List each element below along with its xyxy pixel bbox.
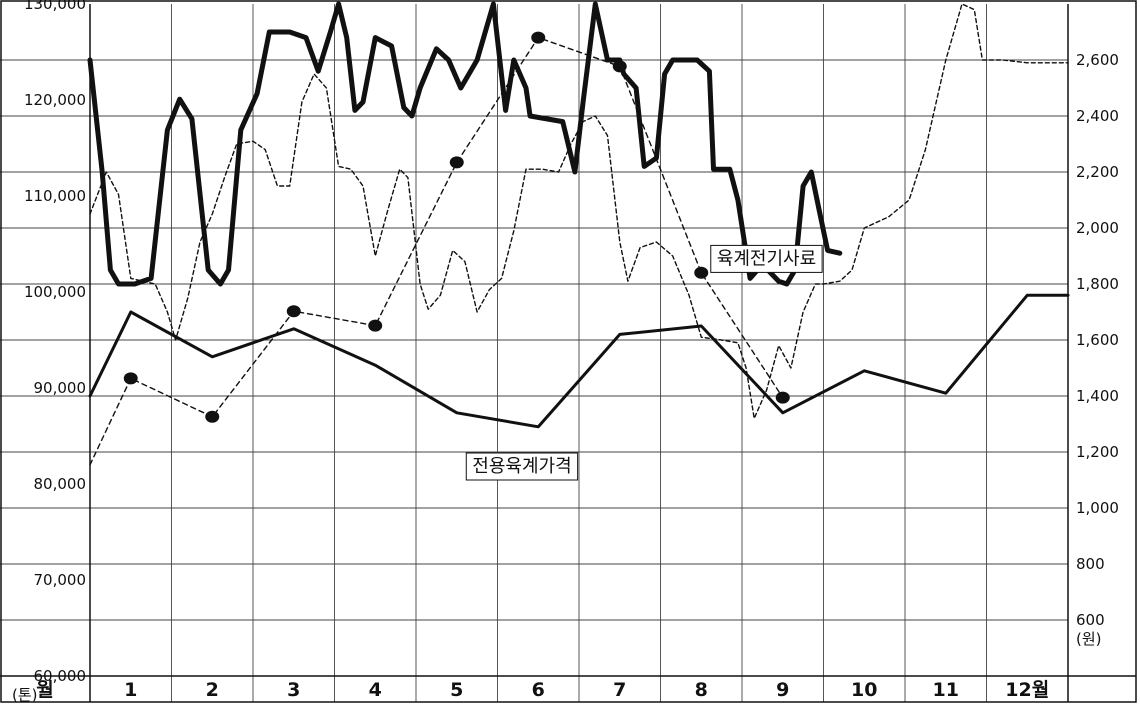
data-point-marker — [368, 319, 383, 332]
right-axis-tick-label: 1,400 — [1076, 387, 1119, 405]
right-axis-tick-label: 800 — [1076, 555, 1105, 573]
annotation-text: 육계전기사료 — [717, 248, 816, 269]
month-tick-label: 12월 — [1005, 679, 1049, 701]
series-line-2 — [87, 1, 843, 287]
series-line-3 — [89, 3, 1069, 420]
month-tick-label: 4 — [369, 679, 382, 701]
right-axis-tick-label: 2,400 — [1076, 107, 1119, 125]
left-axis-tick-label: 70,000 — [34, 571, 87, 589]
grid-lines — [0, 4, 1068, 702]
month-tick-label: 7 — [613, 679, 626, 701]
series-line-전용육계가격 — [88, 293, 1070, 429]
right-axis-tick-label: 2,600 — [1076, 51, 1119, 69]
right-axis-tick-label: 1,000 — [1076, 499, 1119, 517]
left-axis-tick-label: 120,000 — [24, 91, 86, 109]
left-axis-tick-label: 80,000 — [34, 475, 87, 493]
data-point-marker — [286, 305, 301, 318]
left-axis-tick-label: 110,000 — [24, 187, 86, 205]
x-axis-label: 월 — [36, 679, 53, 701]
right-axis-tick-label: 1,800 — [1076, 275, 1119, 293]
right-axis-tick-label: 1,200 — [1076, 443, 1119, 461]
month-tick-label: 6 — [532, 679, 545, 701]
month-tick-label: 11 — [933, 679, 959, 701]
annotation-box — [465, 452, 579, 481]
data-point-marker — [123, 372, 138, 385]
month-tick-label: 10 — [851, 679, 877, 701]
series-layer — [87, 1, 1070, 466]
left-axis-tick-label: 90,000 — [34, 379, 87, 397]
left-axis-tick-label: 100,000 — [24, 283, 86, 301]
month-tick-label: 3 — [287, 679, 300, 701]
right-axis-unit: (원) — [1076, 630, 1102, 648]
data-point-marker — [694, 266, 709, 279]
data-point-marker — [531, 31, 546, 44]
data-point-marker — [775, 391, 790, 404]
annotation-label: 전용육계가격 — [465, 452, 579, 481]
left-axis-unit: (톤) — [12, 686, 38, 704]
month-tick-label: 8 — [695, 679, 708, 701]
left-axis-tick-label: 130,000 — [24, 0, 86, 13]
right-axis-tick-label: 2,000 — [1076, 219, 1119, 237]
series-line-육계전기사료 — [89, 36, 784, 466]
right-axis-tick-label: 2,200 — [1076, 163, 1119, 181]
month-tick-label: 1 — [124, 679, 137, 701]
data-point-marker — [205, 410, 220, 423]
annotation-label: 육계전기사료 — [710, 244, 823, 273]
month-tick-label: 2 — [206, 679, 219, 701]
tick-labels: 60,00070,00080,00090,000100,000110,00012… — [12, 0, 1119, 704]
month-tick-label: 5 — [450, 679, 463, 701]
annotation-box — [710, 244, 823, 273]
right-axis-tick-label: 1,600 — [1076, 331, 1119, 349]
month-tick-label: 9 — [776, 679, 789, 701]
left-axis-tick-label: 60,000 — [34, 667, 87, 685]
data-point-marker — [449, 156, 464, 169]
right-axis-tick-label: 600 — [1076, 611, 1105, 629]
annotation-text: 전용육계가격 — [472, 456, 571, 477]
